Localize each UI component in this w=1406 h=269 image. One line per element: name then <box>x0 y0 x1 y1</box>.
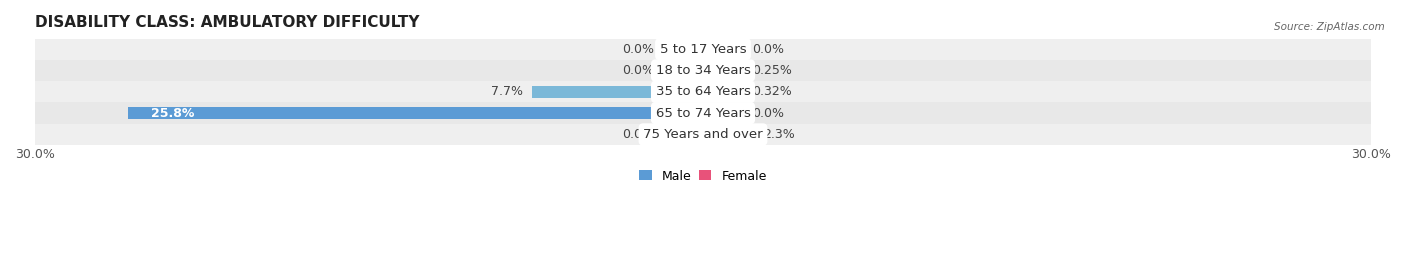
Legend: Male, Female: Male, Female <box>634 165 772 187</box>
Text: DISABILITY CLASS: AMBULATORY DIFFICULTY: DISABILITY CLASS: AMBULATORY DIFFICULTY <box>35 15 419 30</box>
Bar <box>703 65 744 76</box>
Bar <box>662 43 703 55</box>
Bar <box>703 129 754 140</box>
Bar <box>703 107 744 119</box>
Bar <box>35 102 1371 124</box>
Text: 0.0%: 0.0% <box>752 43 785 56</box>
Bar <box>531 86 703 98</box>
Bar <box>128 107 703 119</box>
Text: 25.8%: 25.8% <box>150 107 194 120</box>
Text: 7.7%: 7.7% <box>491 85 523 98</box>
Bar <box>703 43 744 55</box>
Text: 75 Years and over: 75 Years and over <box>643 128 763 141</box>
Text: 2.3%: 2.3% <box>763 128 794 141</box>
Bar <box>662 129 703 140</box>
Text: 0.0%: 0.0% <box>621 128 654 141</box>
Bar <box>703 86 744 98</box>
Bar <box>35 81 1371 102</box>
Text: 0.0%: 0.0% <box>752 107 785 120</box>
Bar <box>35 38 1371 60</box>
Text: 5 to 17 Years: 5 to 17 Years <box>659 43 747 56</box>
Text: Source: ZipAtlas.com: Source: ZipAtlas.com <box>1274 22 1385 31</box>
Bar <box>35 124 1371 145</box>
Text: 0.0%: 0.0% <box>621 43 654 56</box>
Text: 0.32%: 0.32% <box>752 85 792 98</box>
Text: 35 to 64 Years: 35 to 64 Years <box>655 85 751 98</box>
Text: 65 to 74 Years: 65 to 74 Years <box>655 107 751 120</box>
Text: 0.0%: 0.0% <box>621 64 654 77</box>
Bar <box>662 65 703 76</box>
Bar <box>35 60 1371 81</box>
Text: 0.25%: 0.25% <box>752 64 792 77</box>
Text: 18 to 34 Years: 18 to 34 Years <box>655 64 751 77</box>
